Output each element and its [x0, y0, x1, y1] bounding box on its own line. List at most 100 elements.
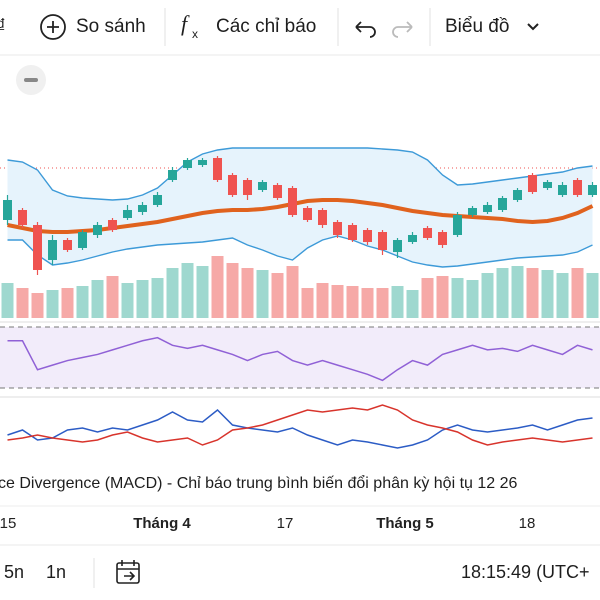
volume-bar [256, 270, 269, 318]
volume-bar [31, 293, 44, 318]
volume-bar [286, 266, 299, 318]
volume-bar [301, 288, 314, 318]
fx-icon: f [181, 11, 190, 36]
volume-bar [406, 290, 419, 318]
candle-body [123, 210, 132, 218]
bollinger-lower [7, 235, 593, 268]
candle-body [78, 232, 87, 248]
candle-body [543, 182, 552, 188]
x-label: 15 [0, 515, 16, 532]
candle-body [513, 190, 522, 200]
volume-bar [271, 273, 284, 318]
x-axis: 15 Tháng 4 17 Tháng 5 18 [0, 515, 535, 532]
candle-body [153, 195, 162, 205]
candle-body [273, 185, 282, 198]
date-range-button[interactable] [116, 560, 140, 584]
candle-body [243, 180, 252, 195]
x-label: 17 [277, 515, 294, 532]
candle-body [18, 210, 27, 225]
candle-body [63, 240, 72, 250]
candle-body [198, 160, 207, 165]
volume-bar [241, 268, 254, 318]
x-label: 18 [519, 515, 536, 532]
rsi-band [0, 327, 600, 388]
volume-bar [166, 268, 179, 318]
volume-bar [346, 286, 359, 318]
undo-button[interactable] [355, 21, 376, 38]
chart-type-label: Biểu đồ [445, 16, 509, 37]
candle-body [213, 158, 222, 180]
volume-bar [211, 256, 224, 318]
volume-bar [511, 266, 524, 318]
candle-body [108, 220, 117, 230]
candle-body [363, 230, 372, 242]
macd-signal-line [7, 404, 593, 446]
volume-bar [556, 273, 569, 318]
candle-body [168, 170, 177, 180]
volume-bar [466, 280, 479, 318]
volume-bar [61, 288, 74, 318]
range-button[interactable]: 5n [4, 562, 24, 582]
volume-bar [16, 288, 29, 318]
candle-body [93, 225, 102, 235]
chart-type-button[interactable]: Biểu đồ [445, 16, 539, 37]
candle-body [498, 198, 507, 210]
candle-body [318, 210, 327, 225]
indicators-label: Các chỉ báo [216, 16, 316, 37]
volume-bar [526, 268, 539, 318]
volume-bar [496, 268, 509, 318]
candle-body [468, 208, 477, 215]
candle-body [258, 182, 267, 190]
fx-icon-x: x [192, 27, 198, 41]
candle-body [423, 228, 432, 238]
candle-body [348, 225, 357, 240]
volume-bar [331, 285, 344, 318]
volume-bar [391, 286, 404, 318]
indicators-button[interactable]: f x Các chỉ báo [181, 11, 316, 41]
volume-bar [436, 276, 449, 318]
volume-bar [106, 276, 119, 318]
candle-body [453, 215, 462, 235]
volume-bar [361, 288, 374, 318]
candle-body [573, 180, 582, 195]
bollinger-mid [7, 198, 594, 234]
volume-bar [1, 283, 14, 318]
volume-bar [481, 273, 494, 318]
volume-bar [451, 278, 464, 318]
volume-bar [181, 263, 194, 318]
clock: 18:15:49 (UTC+ [461, 562, 590, 582]
candle-body [3, 200, 12, 220]
rsi-line [7, 336, 593, 382]
candle-body [333, 222, 342, 235]
redo-button[interactable] [392, 21, 413, 38]
candle-body [393, 240, 402, 252]
volume-bar [586, 273, 599, 318]
candle-body [438, 232, 447, 245]
candle-body [228, 175, 237, 195]
candle-body [183, 160, 192, 168]
candle-body [288, 188, 297, 215]
volume-bar [421, 278, 434, 318]
volume-bar [541, 270, 554, 318]
candle-body [588, 185, 597, 195]
volume-bar [76, 286, 89, 318]
volume-bar [571, 268, 584, 318]
volume-bar [226, 263, 239, 318]
volume-bar [136, 280, 149, 318]
candle-body [558, 185, 567, 195]
range-button[interactable]: 1n [46, 562, 66, 582]
macd-legend: ce Divergence (MACD) - Chỉ báo trung bìn… [0, 474, 518, 492]
compare-button[interactable]: So sánh [40, 14, 146, 40]
volume-bar [151, 278, 164, 318]
candle-body [408, 235, 417, 242]
volume-bar [316, 283, 329, 318]
volume-bar [376, 288, 389, 318]
compare-label: So sánh [76, 16, 146, 37]
collapse-button[interactable] [16, 65, 46, 95]
candle-body [303, 208, 312, 220]
candle-body [528, 175, 537, 192]
volume-bar [91, 280, 104, 318]
candle-body [138, 205, 147, 212]
